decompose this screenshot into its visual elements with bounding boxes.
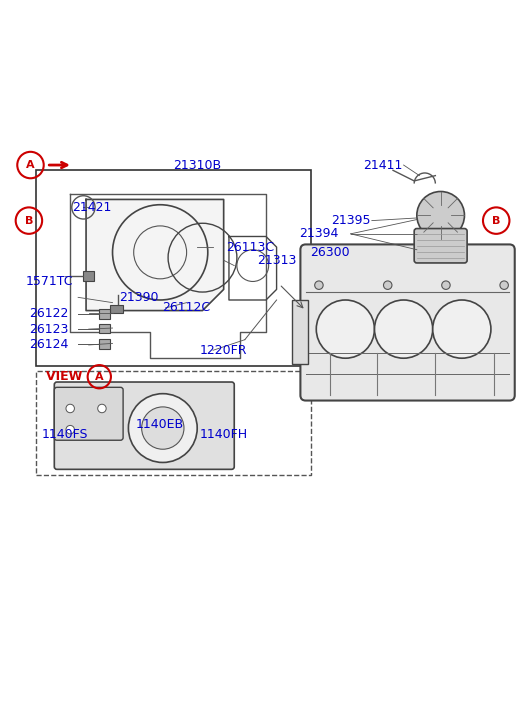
Circle shape	[98, 404, 106, 413]
Circle shape	[66, 404, 74, 413]
Text: B: B	[492, 216, 501, 225]
Bar	[99, 324, 110, 334]
Text: 26122: 26122	[29, 307, 69, 320]
Text: 26113C: 26113C	[226, 241, 274, 254]
Circle shape	[317, 300, 375, 358]
Text: 26124: 26124	[29, 339, 69, 351]
Bar	[99, 309, 110, 318]
Text: A: A	[95, 371, 104, 382]
Text: 26123: 26123	[29, 323, 69, 336]
Polygon shape	[86, 199, 223, 310]
Circle shape	[375, 300, 433, 358]
FancyBboxPatch shape	[54, 382, 234, 470]
FancyBboxPatch shape	[414, 228, 467, 263]
FancyBboxPatch shape	[301, 244, 515, 401]
Text: 21395: 21395	[331, 214, 370, 227]
Bar	[110, 305, 123, 313]
Circle shape	[384, 281, 392, 289]
Text: 21390: 21390	[119, 291, 159, 304]
Text: 1571TC: 1571TC	[25, 275, 73, 288]
Text: 21411: 21411	[363, 158, 402, 172]
Circle shape	[142, 407, 184, 449]
Circle shape	[433, 300, 491, 358]
Text: 1140FH: 1140FH	[200, 428, 248, 441]
Text: 1220FR: 1220FR	[200, 344, 247, 357]
Text: 1140EB: 1140EB	[136, 418, 184, 431]
FancyBboxPatch shape	[54, 387, 123, 441]
Circle shape	[442, 281, 450, 289]
Text: 26112C: 26112C	[163, 302, 211, 315]
Text: 21313: 21313	[257, 254, 296, 267]
Circle shape	[315, 281, 323, 289]
Bar	[293, 300, 309, 364]
Text: 26300: 26300	[310, 246, 350, 259]
Text: 21421: 21421	[72, 201, 111, 214]
Bar	[84, 271, 94, 281]
Circle shape	[66, 425, 74, 434]
Text: 1140FS: 1140FS	[41, 428, 88, 441]
Text: A: A	[26, 160, 35, 170]
Circle shape	[128, 393, 197, 462]
Bar	[99, 340, 110, 349]
Bar	[36, 170, 311, 366]
Circle shape	[500, 281, 509, 289]
Text: 21310B: 21310B	[173, 158, 221, 172]
Circle shape	[417, 191, 464, 239]
Text: VIEW: VIEW	[46, 370, 87, 383]
Text: 21394: 21394	[299, 228, 338, 241]
Text: B: B	[24, 216, 33, 225]
